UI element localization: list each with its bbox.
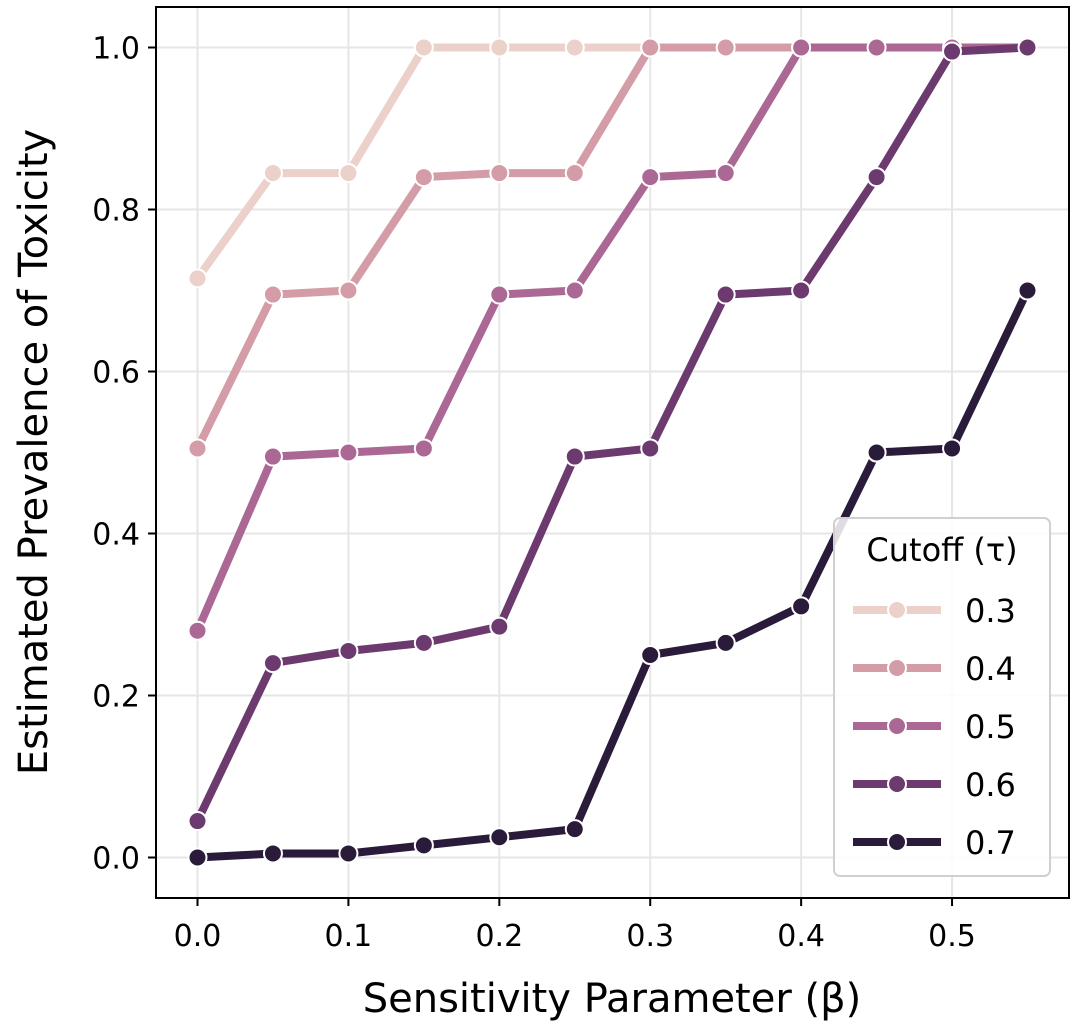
data-point bbox=[338, 442, 359, 463]
series-0.7 bbox=[187, 280, 1038, 868]
data-point bbox=[715, 632, 736, 653]
data-point bbox=[791, 596, 812, 617]
series-line bbox=[193, 43, 1032, 283]
data-point bbox=[413, 167, 434, 188]
data-point bbox=[564, 37, 585, 58]
data-point bbox=[338, 280, 359, 301]
data-point bbox=[413, 37, 434, 58]
data-point bbox=[262, 163, 283, 184]
series-0.4 bbox=[187, 37, 1038, 459]
data-point bbox=[187, 847, 208, 868]
series-line bbox=[193, 43, 1032, 635]
data-point bbox=[187, 268, 208, 289]
legend-label: 0.4 bbox=[965, 650, 1016, 688]
data-point bbox=[942, 438, 963, 459]
legend-swatch-marker bbox=[887, 658, 907, 678]
data-point bbox=[791, 280, 812, 301]
legend-label: 0.6 bbox=[965, 766, 1016, 804]
data-point bbox=[564, 163, 585, 184]
data-point bbox=[489, 827, 510, 848]
series-line bbox=[193, 43, 1032, 453]
data-point bbox=[866, 167, 887, 188]
data-point bbox=[338, 640, 359, 661]
series-line bbox=[193, 286, 1032, 862]
y-tick-label: 1.0 bbox=[92, 32, 140, 67]
data-point bbox=[413, 438, 434, 459]
data-point bbox=[640, 438, 661, 459]
legend-entries: 0.3 0.4 0.5 0.6 0.7 bbox=[853, 592, 1016, 862]
y-tick-label: 0.0 bbox=[92, 842, 140, 877]
data-point bbox=[489, 284, 510, 305]
y-tick-label: 0.2 bbox=[92, 680, 140, 715]
y-tick-label: 0.6 bbox=[92, 356, 140, 391]
x-tick-label: 0.5 bbox=[928, 919, 976, 954]
data-point bbox=[1017, 280, 1038, 301]
data-point bbox=[866, 37, 887, 58]
data-point bbox=[791, 37, 812, 58]
series-0.3 bbox=[187, 37, 1038, 289]
data-point bbox=[564, 280, 585, 301]
data-point bbox=[489, 616, 510, 637]
y-tick-label: 0.4 bbox=[92, 518, 140, 553]
data-point bbox=[489, 163, 510, 184]
legend-entry: 0.7 bbox=[853, 824, 1016, 862]
x-tick-label: 0.1 bbox=[325, 919, 373, 954]
data-point bbox=[1017, 37, 1038, 58]
data-point bbox=[564, 446, 585, 467]
data-point bbox=[262, 446, 283, 467]
data-point bbox=[413, 632, 434, 653]
legend-swatch-marker bbox=[887, 716, 907, 736]
legend-label: 0.3 bbox=[965, 592, 1016, 630]
y-tick-label: 0.8 bbox=[92, 194, 140, 229]
data-point bbox=[942, 41, 963, 62]
series-0.6 bbox=[187, 37, 1038, 832]
legend-swatch-marker bbox=[887, 832, 907, 852]
data-point bbox=[640, 645, 661, 665]
data-point bbox=[338, 163, 359, 184]
data-point bbox=[262, 653, 283, 674]
data-point bbox=[866, 442, 887, 463]
data-point bbox=[262, 284, 283, 305]
data-point bbox=[640, 167, 661, 188]
x-tick-label: 0.4 bbox=[777, 919, 825, 954]
x-axis-label: Sensitivity Parameter (β) bbox=[363, 976, 862, 1022]
data-point bbox=[715, 284, 736, 305]
series-line bbox=[193, 43, 1032, 825]
legend-frame bbox=[833, 517, 1051, 877]
data-point bbox=[187, 438, 208, 459]
x-tick-label: 0.2 bbox=[475, 919, 523, 954]
legend-entry: 0.6 bbox=[853, 766, 1016, 804]
data-point bbox=[262, 843, 283, 864]
plot-frame bbox=[155, 6, 1070, 899]
data-point bbox=[715, 163, 736, 184]
x-tick-label: 0.3 bbox=[626, 919, 674, 954]
data-point bbox=[187, 811, 208, 832]
data-point bbox=[413, 835, 434, 856]
data-point bbox=[564, 819, 585, 840]
data-point bbox=[489, 37, 510, 58]
legend-entry: 0.3 bbox=[853, 592, 1016, 630]
legend-entry: 0.5 bbox=[853, 708, 1016, 746]
legend-label: 0.5 bbox=[965, 708, 1016, 746]
ticks: 0.0 0.1 0.2 0.3 0.4 0.5 0.0 0.2 0.4 0.6 0.8 1.0 bbox=[92, 32, 976, 955]
legend-swatch-marker bbox=[887, 600, 907, 620]
legend: Cutoff (τ) 0.3 0.4 0.5 0.6 0.7 bbox=[833, 517, 1051, 877]
series-layer bbox=[187, 37, 1038, 868]
legend-title: Cutoff (τ) bbox=[866, 531, 1017, 569]
legend-swatch-marker bbox=[887, 774, 907, 794]
data-point bbox=[715, 37, 736, 58]
legend-label: 0.7 bbox=[965, 824, 1016, 862]
data-point bbox=[187, 620, 208, 641]
y-axis-label: Estimated Prevalence of Toxicity bbox=[11, 129, 57, 775]
x-tick-label: 0.0 bbox=[174, 919, 222, 954]
data-point bbox=[338, 843, 359, 864]
legend-entry: 0.4 bbox=[853, 650, 1016, 688]
data-point bbox=[640, 37, 661, 58]
